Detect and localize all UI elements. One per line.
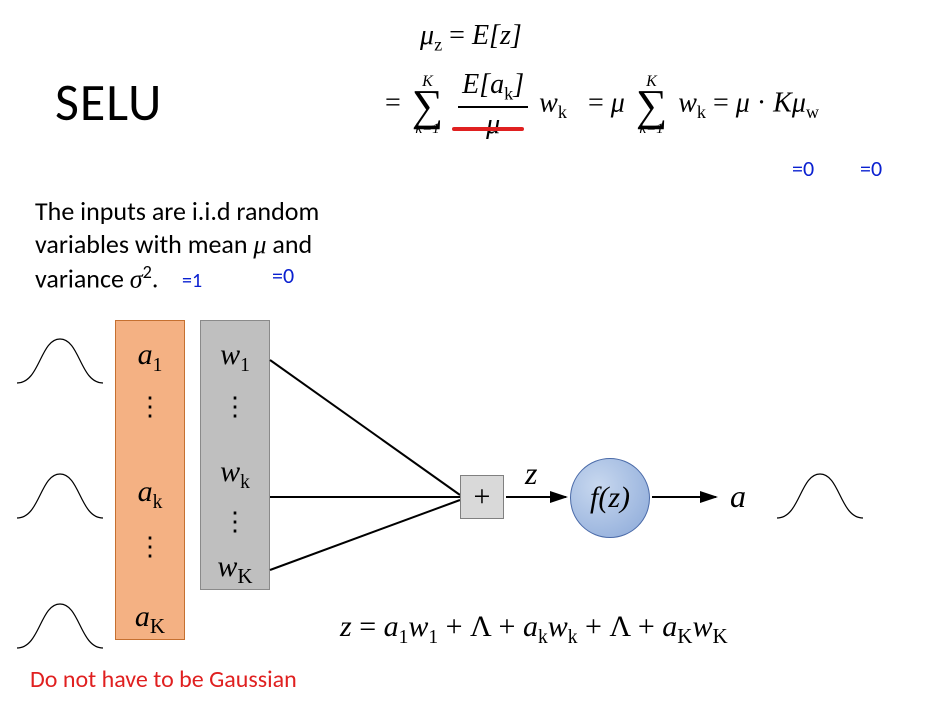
anno-eq1-sigma: =1 xyxy=(182,269,202,293)
anno-eq0-kmuw: =0 xyxy=(860,155,882,182)
activation-node: f(z) xyxy=(570,458,650,538)
sigma-sum-1: K ∑ k=1 xyxy=(412,74,443,137)
bell-icon xyxy=(775,470,865,520)
eq-z-expansion: z = a1w1 + Λ + akwk + Λ + aKwK xyxy=(340,610,728,649)
neuron-diagram: a1 ⋮ ak ⋮ aK w1 ⋮ wk ⋮ wK + z f(z) a xyxy=(0,310,930,670)
red-underline xyxy=(452,127,524,131)
sum-node: + xyxy=(460,475,504,519)
anno-eq0-mu2: =0 xyxy=(272,262,294,289)
eq-expansion: = K ∑ k=1 E[ak] μ wk = μ K ∑ k=1 wk = μ … xyxy=(385,70,819,140)
anno-eq0-mu: =0 xyxy=(792,155,814,182)
label-z: z xyxy=(525,455,537,492)
sigma-sum-2: K ∑ k=1 xyxy=(636,74,667,137)
page-title: SELU xyxy=(55,70,162,134)
label-a-out: a xyxy=(730,478,746,515)
equation-block-top: μz = E[z] = K ∑ k=1 E[ak] μ wk = μ K ∑ k… xyxy=(400,20,920,190)
eq-mu-z: μz = E[z] xyxy=(420,20,522,56)
note-gaussian: Do not have to be Gaussian xyxy=(30,665,297,694)
